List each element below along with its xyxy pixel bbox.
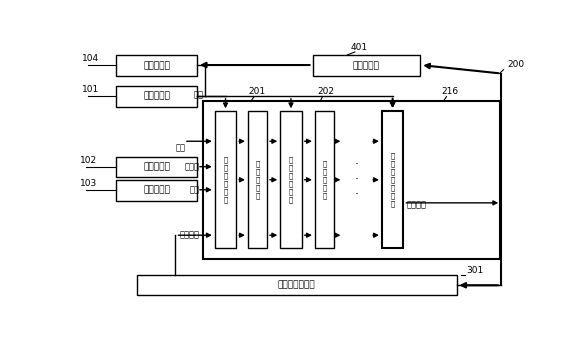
Text: 301: 301	[467, 266, 484, 275]
Text: 216: 216	[441, 87, 458, 96]
Bar	[116, 180, 197, 201]
Text: 第
十
六
处
理
单
元: 第 十 六 处 理 单 元	[390, 152, 395, 208]
Text: 计算结果: 计算结果	[406, 200, 427, 209]
Text: 被乘数: 被乘数	[184, 162, 199, 171]
Bar	[137, 275, 456, 295]
Text: 201: 201	[248, 87, 266, 96]
Text: ·
·
·: · · ·	[354, 158, 358, 201]
Text: 第
二
级
阵
列: 第 二 级 阵 列	[323, 160, 327, 199]
Text: 200: 200	[507, 60, 525, 69]
Bar	[315, 111, 334, 248]
Text: 104: 104	[82, 54, 98, 63]
Text: 第
一
级
阵
列: 第 一 级 阵 列	[255, 160, 259, 199]
Text: 第四存储器: 第四存储器	[143, 61, 170, 70]
Text: 101: 101	[82, 85, 99, 94]
Bar	[313, 55, 420, 76]
Text: 102: 102	[80, 156, 97, 165]
Text: 第二存储器: 第二存储器	[143, 163, 170, 172]
Bar	[248, 111, 267, 248]
Text: 中间结果: 中间结果	[179, 231, 199, 240]
Text: 模约减模块: 模约减模块	[353, 61, 380, 70]
Text: 第三存储器: 第三存储器	[143, 186, 170, 195]
Text: 先进先出寄存器: 先进先出寄存器	[278, 281, 316, 290]
Bar	[280, 111, 302, 248]
Text: 第一存储器: 第一存储器	[143, 92, 170, 101]
Bar	[116, 86, 197, 107]
Bar	[382, 111, 404, 248]
Text: 开始: 开始	[175, 143, 185, 152]
Bar	[203, 101, 500, 259]
Text: 第
一
处
理
单
元: 第 一 处 理 单 元	[223, 156, 228, 203]
Text: 模数: 模数	[189, 185, 199, 194]
Text: 401: 401	[350, 43, 367, 52]
Text: 乘数: 乘数	[193, 91, 203, 99]
Text: 103: 103	[80, 179, 97, 188]
Text: 第
二
处
理
单
元: 第 二 处 理 单 元	[289, 156, 293, 203]
Bar	[116, 157, 197, 177]
Bar	[215, 111, 236, 248]
Bar	[116, 55, 197, 76]
Text: 202: 202	[317, 87, 334, 96]
